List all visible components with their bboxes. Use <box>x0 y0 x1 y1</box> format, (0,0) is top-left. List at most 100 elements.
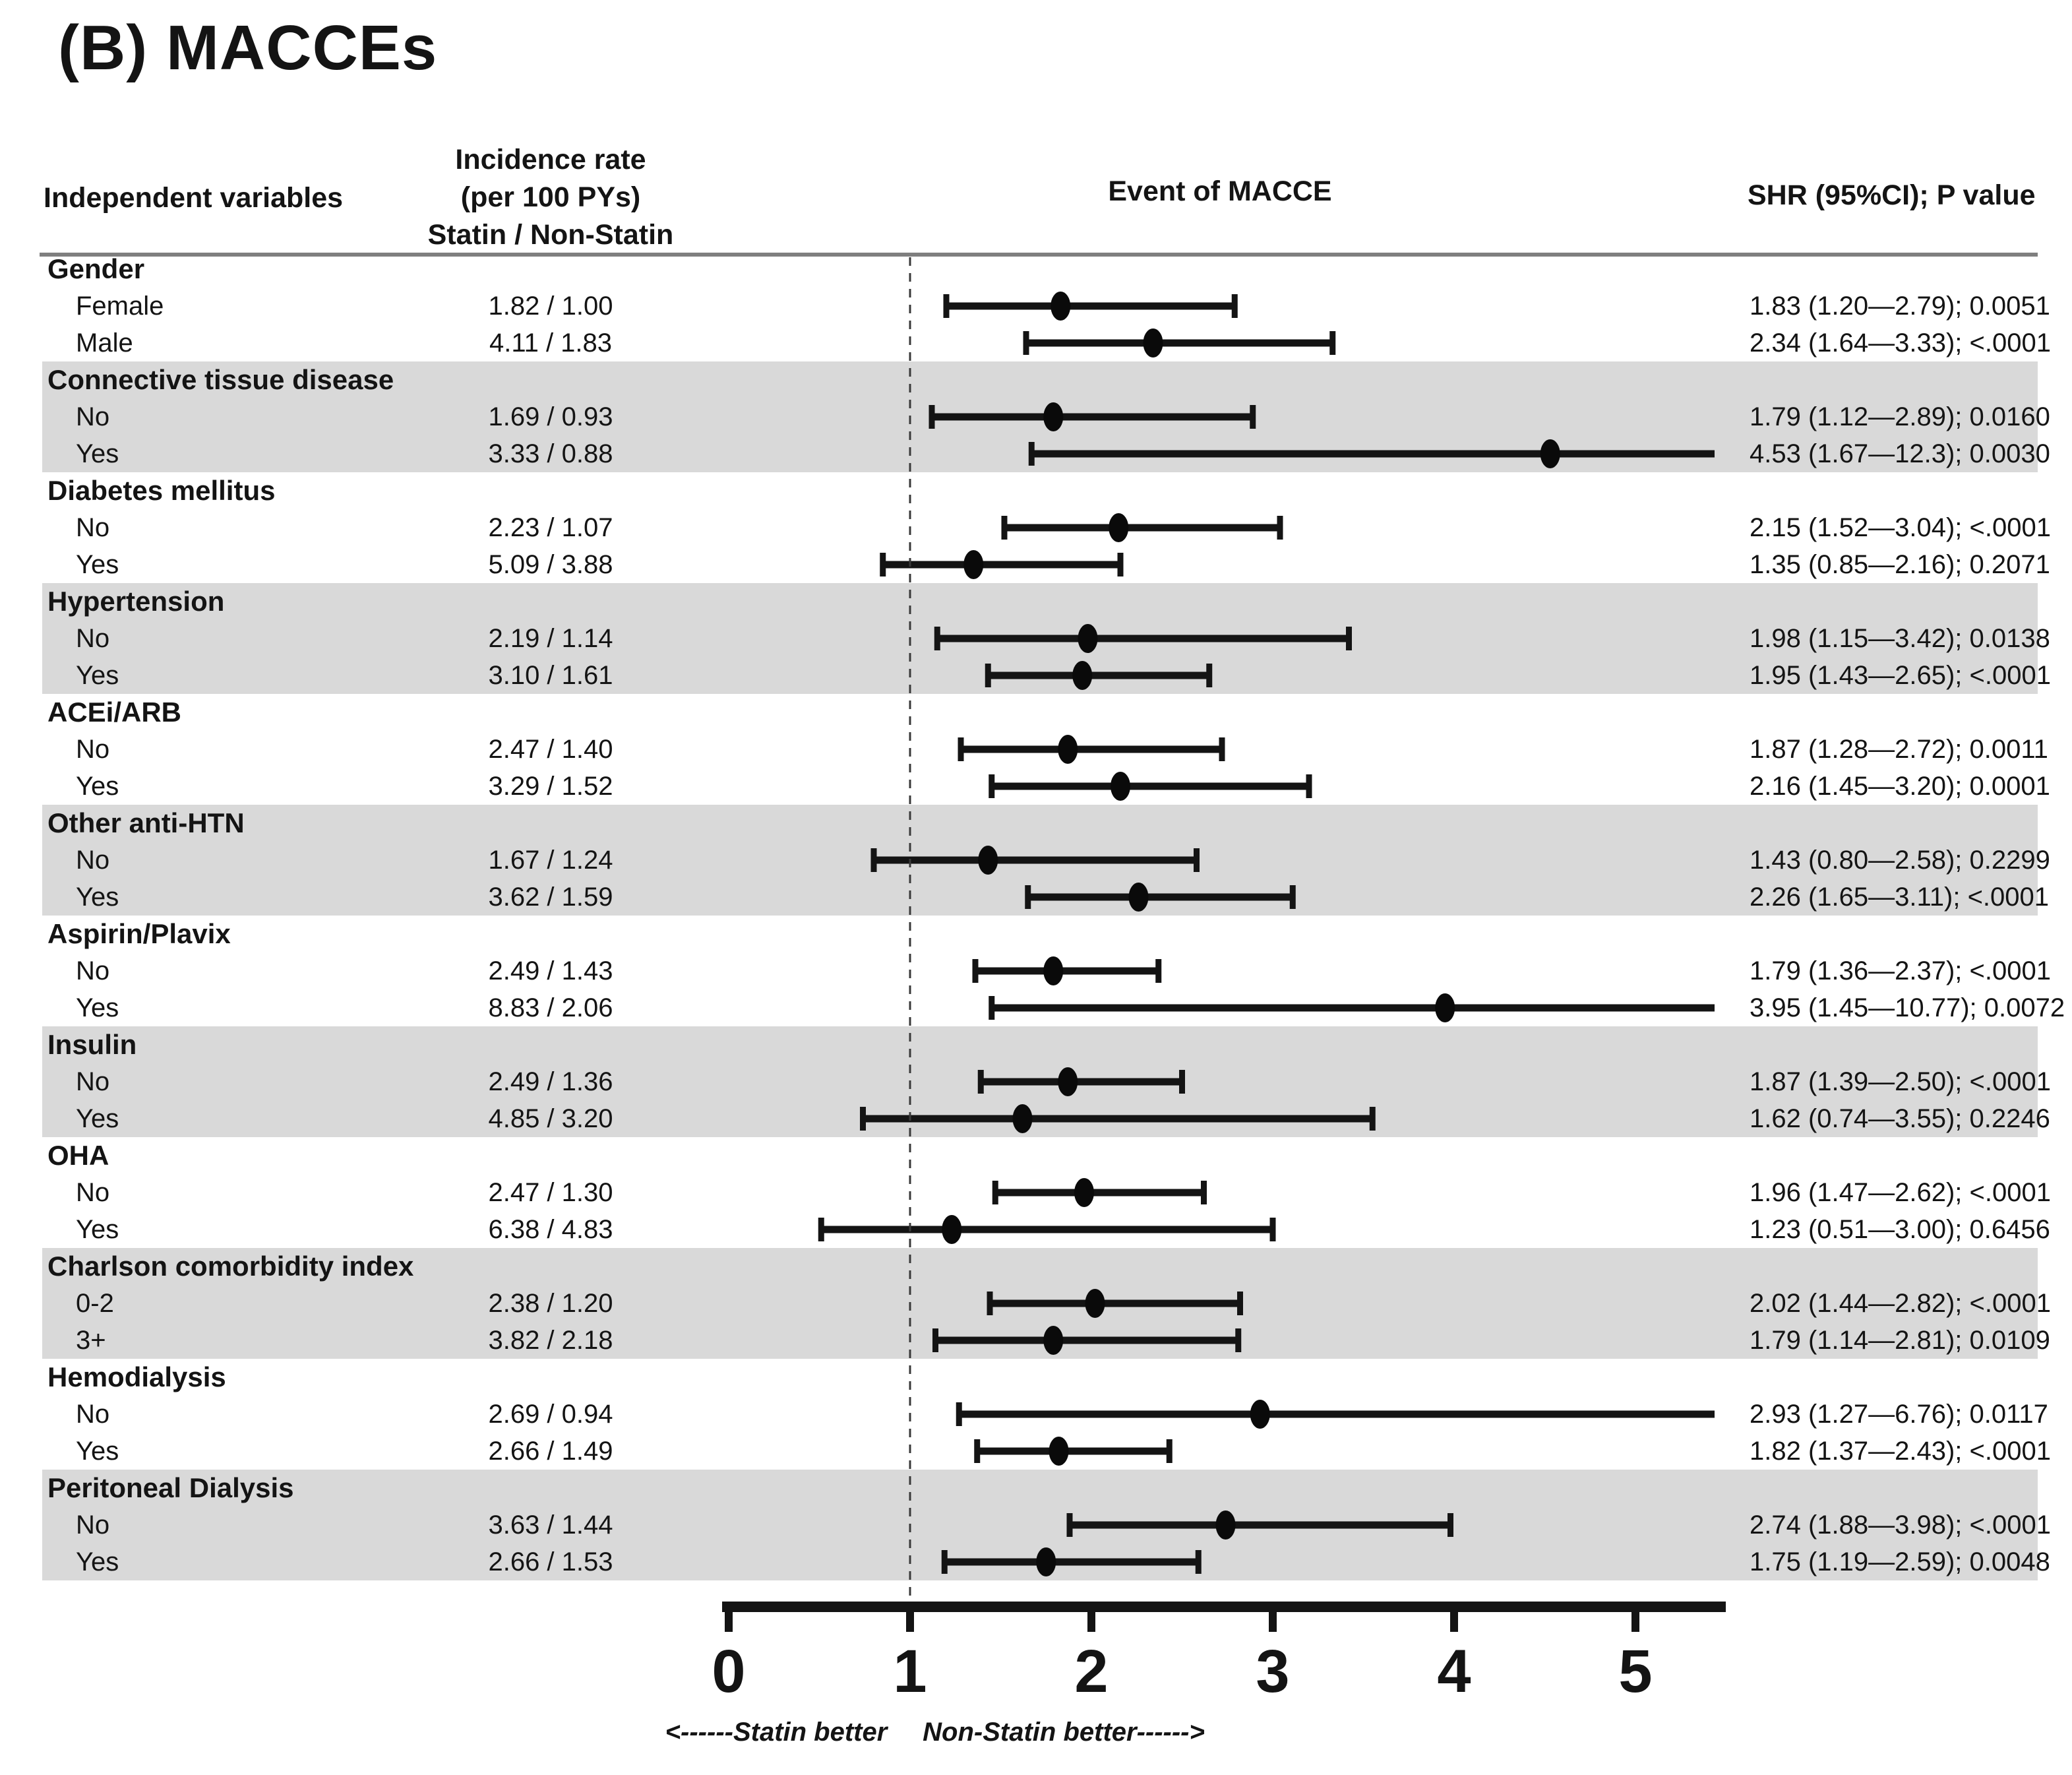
row-incidence: 1.69 / 0.93 <box>488 402 613 431</box>
point-estimate-marker <box>1049 1437 1069 1466</box>
row-label: Yes <box>76 1547 119 1576</box>
section-header-label: Hemodialysis <box>47 1361 226 1392</box>
point-estimate-marker <box>1043 956 1064 985</box>
ci-line <box>991 1004 1715 1012</box>
section-header-label: Charlson comorbidity index <box>47 1251 414 1282</box>
point-estimate-marker <box>1074 1178 1094 1207</box>
row-incidence: 8.83 / 2.06 <box>488 993 613 1022</box>
column-header-variables: Independent variables <box>44 182 344 214</box>
ci-cap-right <box>1117 553 1124 576</box>
ci-line <box>1004 524 1280 532</box>
row-incidence: 3.62 / 1.59 <box>488 883 613 912</box>
ci-cap-right <box>1219 737 1225 761</box>
row-shr: 1.82 (1.37—2.43); <.0001 <box>1750 1437 2051 1466</box>
section-band <box>42 1026 2038 1137</box>
ci-cap-left <box>956 1402 962 1426</box>
ci-cap-right <box>1329 331 1336 355</box>
x-axis-label-statin-better: <------Statin better <box>665 1718 888 1747</box>
row-label: Yes <box>76 661 119 690</box>
row-label: Yes <box>76 439 119 468</box>
ci-cap-right <box>1166 1439 1173 1463</box>
axis-tick-label: 1 <box>893 1638 927 1705</box>
point-estimate-marker <box>942 1215 962 1244</box>
row-label: Yes <box>76 550 119 579</box>
row-label: No <box>76 624 110 653</box>
section-band <box>42 1470 2038 1580</box>
section-header-label: ACEi/ARB <box>47 697 182 728</box>
row-incidence: 4.85 / 3.20 <box>488 1104 613 1133</box>
column-header-incidence-line1: Incidence rate <box>455 144 646 175</box>
ci-line <box>991 782 1309 790</box>
row-shr: 2.93 (1.27—6.76); 0.0117 <box>1750 1400 2048 1429</box>
ci-line <box>821 1226 1273 1233</box>
ci-line <box>882 561 1120 569</box>
row-label: No <box>76 1510 110 1540</box>
row-shr: 2.02 (1.44—2.82); <.0001 <box>1750 1289 2051 1318</box>
row-shr: 1.87 (1.39—2.50); <.0001 <box>1750 1067 2051 1096</box>
ci-cap-left <box>989 996 995 1020</box>
row-label: Yes <box>76 1215 119 1244</box>
ci-cap-left <box>880 553 886 576</box>
ci-cap-right <box>1269 1218 1276 1241</box>
row-shr: 1.98 (1.15—3.42); 0.0138 <box>1750 624 2050 653</box>
point-estimate-marker <box>1058 735 1078 764</box>
row-shr: 1.23 (0.51—3.00); 0.6456 <box>1750 1215 2050 1244</box>
ci-cap-right <box>1277 516 1283 540</box>
row-incidence: 1.82 / 1.00 <box>488 292 613 321</box>
section-header-label: Diabetes mellitus <box>47 475 276 506</box>
ci-line <box>946 302 1235 310</box>
axis-tick <box>1269 1602 1277 1632</box>
row-shr: 1.75 (1.19—2.59); 0.0048 <box>1750 1547 2050 1576</box>
section-header-label: Connective tissue disease <box>47 364 394 395</box>
row-label: Female <box>76 292 164 321</box>
section-band <box>42 805 2038 916</box>
row-label: 3+ <box>76 1326 106 1355</box>
row-label: No <box>76 846 110 875</box>
row-shr: 1.79 (1.36—2.37); <.0001 <box>1750 956 2051 985</box>
row-shr: 2.26 (1.65—3.11); <.0001 <box>1750 883 2050 912</box>
row-shr: 3.95 (1.45—10.77); 0.0072 <box>1750 993 2065 1022</box>
ci-line <box>977 1447 1170 1455</box>
row-label: Yes <box>76 993 119 1022</box>
section-band <box>42 583 2038 694</box>
row-incidence: 2.66 / 1.53 <box>488 1547 613 1576</box>
ci-cap-left <box>972 959 979 983</box>
row-shr: 1.79 (1.14—2.81); 0.0109 <box>1750 1326 2050 1355</box>
row-incidence: 3.63 / 1.44 <box>488 1510 613 1540</box>
row-label: Yes <box>76 1437 119 1466</box>
row-incidence: 2.49 / 1.36 <box>488 1067 613 1096</box>
row-incidence: 2.23 / 1.07 <box>488 513 613 542</box>
row-label: No <box>76 956 110 985</box>
row-label: Male <box>76 328 133 358</box>
axis-tick-label: 3 <box>1256 1638 1290 1705</box>
axis-tick <box>725 1602 733 1632</box>
row-label: No <box>76 1178 110 1207</box>
row-incidence: 4.11 / 1.83 <box>489 328 613 358</box>
x-axis-label-nonstatin-better: Non-Statin better------> <box>923 1718 1205 1747</box>
axis-tick <box>906 1602 914 1632</box>
row-label: No <box>76 402 110 431</box>
ci-cap-left <box>992 1181 998 1204</box>
row-label: No <box>76 1067 110 1096</box>
ci-cap-right <box>1231 294 1238 318</box>
axis-tick <box>1631 1602 1639 1632</box>
ci-line <box>961 745 1222 753</box>
row-incidence: 2.38 / 1.20 <box>488 1289 613 1318</box>
row-shr: 2.34 (1.64—3.33); <.0001 <box>1750 328 2051 358</box>
row-incidence: 5.09 / 3.88 <box>488 550 613 579</box>
column-header-incidence: Incidence rate (per 100 PYs) Statin / No… <box>402 141 699 254</box>
column-header-event: Event of MACCE <box>1108 175 1332 207</box>
row-shr: 1.87 (1.28—2.72); 0.0011 <box>1750 735 2048 764</box>
section-header-label: OHA <box>47 1140 109 1171</box>
ci-cap-left <box>958 737 964 761</box>
section-header-label: Aspirin/Plavix <box>47 918 231 949</box>
row-incidence: 2.19 / 1.14 <box>488 624 613 653</box>
row-label: No <box>76 1400 110 1429</box>
section-header-label: Gender <box>47 253 145 284</box>
ci-cap-left <box>989 774 995 798</box>
row-incidence: 6.38 / 4.83 <box>488 1215 613 1244</box>
ci-cap-left <box>974 1439 981 1463</box>
axis-tick-label: 0 <box>712 1638 746 1705</box>
section-header-label: Hypertension <box>47 586 225 617</box>
